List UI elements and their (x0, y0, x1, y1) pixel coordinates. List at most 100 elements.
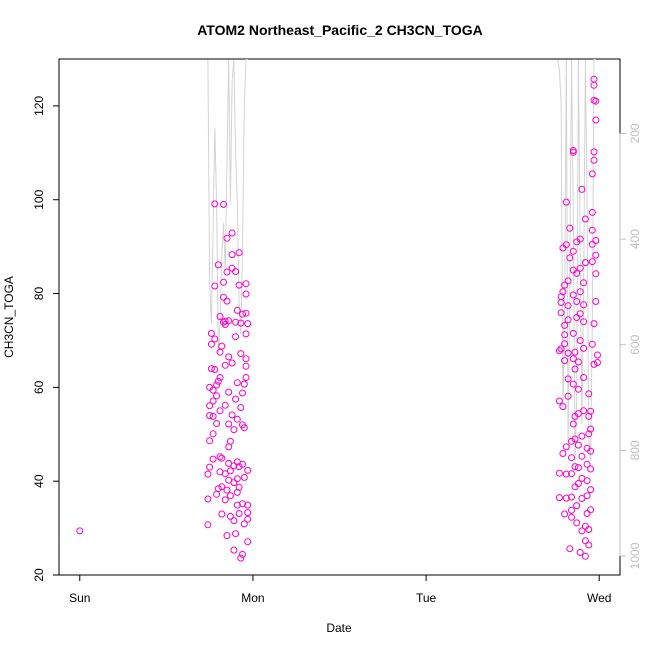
y-axis-left: 20 40 60 80 100 120 (32, 96, 60, 582)
data-point (211, 282, 219, 290)
y-tick-label: 120 (32, 96, 46, 116)
y2-tick-label: 200 (628, 123, 642, 143)
data-point (206, 402, 214, 410)
data-point (221, 361, 229, 369)
data-point (204, 521, 212, 529)
data-point (580, 374, 588, 381)
data-point (592, 298, 600, 305)
data-point (574, 464, 582, 472)
data-point (221, 470, 229, 478)
data-point (225, 388, 233, 396)
x-tick-label: Wed (587, 591, 611, 605)
data-point (216, 453, 224, 461)
data-point (240, 424, 248, 432)
data-point (239, 500, 246, 508)
data-point (569, 355, 577, 363)
data-point (242, 374, 250, 381)
data-point (225, 353, 233, 361)
data-point (583, 460, 591, 468)
data-point (562, 470, 570, 478)
data-point (218, 483, 226, 491)
data-point (207, 365, 215, 373)
data-point (216, 374, 224, 381)
data-point (244, 320, 252, 328)
data-point (228, 359, 236, 367)
data-point (220, 278, 227, 286)
data-point (559, 450, 567, 457)
data-point (555, 494, 563, 502)
data-point (237, 554, 245, 562)
data-point (228, 251, 236, 259)
data-point (590, 360, 598, 368)
data-point (561, 340, 569, 348)
data-point (232, 530, 240, 538)
data-point (571, 463, 579, 471)
data-point (230, 426, 238, 434)
data-point (594, 351, 601, 359)
data-point (218, 454, 226, 462)
data-point (213, 381, 221, 389)
data-point (592, 97, 600, 105)
data-point (562, 494, 570, 502)
data-point (566, 545, 574, 553)
data-point (571, 365, 579, 373)
data-point (564, 316, 572, 324)
data-point (578, 527, 586, 535)
data-point (583, 510, 591, 517)
data-point (213, 392, 221, 400)
data-point (592, 237, 600, 244)
y2-tick-label: 800 (628, 440, 642, 460)
data-point (76, 527, 84, 535)
data-point (573, 519, 581, 527)
data-point (574, 480, 582, 487)
data-point (564, 277, 572, 285)
data-point (576, 264, 584, 272)
data-point (574, 410, 582, 418)
data-point (562, 241, 570, 249)
data-point (571, 483, 579, 491)
data-point (578, 452, 586, 460)
data-point (213, 420, 221, 427)
data-point (569, 247, 577, 255)
data-point (555, 397, 563, 405)
data-point (235, 510, 243, 517)
data-point (580, 301, 588, 309)
data-point (225, 420, 233, 428)
data-point (578, 185, 586, 193)
data-point (244, 509, 252, 517)
data-point (581, 522, 589, 530)
data-point (569, 329, 577, 337)
data-point (588, 258, 596, 266)
data-point (233, 415, 241, 423)
x-tick-label: Tue (416, 591, 437, 605)
data-point (590, 75, 598, 83)
data-point (568, 470, 575, 478)
data-point (223, 297, 231, 305)
data-point (574, 385, 582, 393)
data-point (242, 355, 250, 363)
data-point (232, 318, 240, 326)
data-point (557, 299, 565, 306)
y2-tick-label: 600 (628, 334, 642, 354)
data-point (209, 455, 217, 463)
data-point (218, 342, 226, 350)
data-point (233, 501, 241, 509)
x-tick-label: Mon (241, 591, 264, 605)
y-tick-label: 80 (32, 287, 46, 301)
data-point (206, 412, 214, 419)
data-point (237, 319, 245, 327)
data-point (230, 546, 238, 554)
data-point (214, 377, 222, 385)
data-point (564, 302, 572, 310)
data-point (239, 389, 246, 397)
data-point (244, 515, 252, 523)
data-point (561, 321, 569, 329)
data-point (564, 375, 572, 383)
data-point (209, 412, 217, 420)
data-point (559, 403, 567, 411)
data-point (225, 443, 233, 451)
plot-frame (58, 58, 621, 576)
data-point (592, 251, 600, 259)
data-point (225, 317, 233, 325)
